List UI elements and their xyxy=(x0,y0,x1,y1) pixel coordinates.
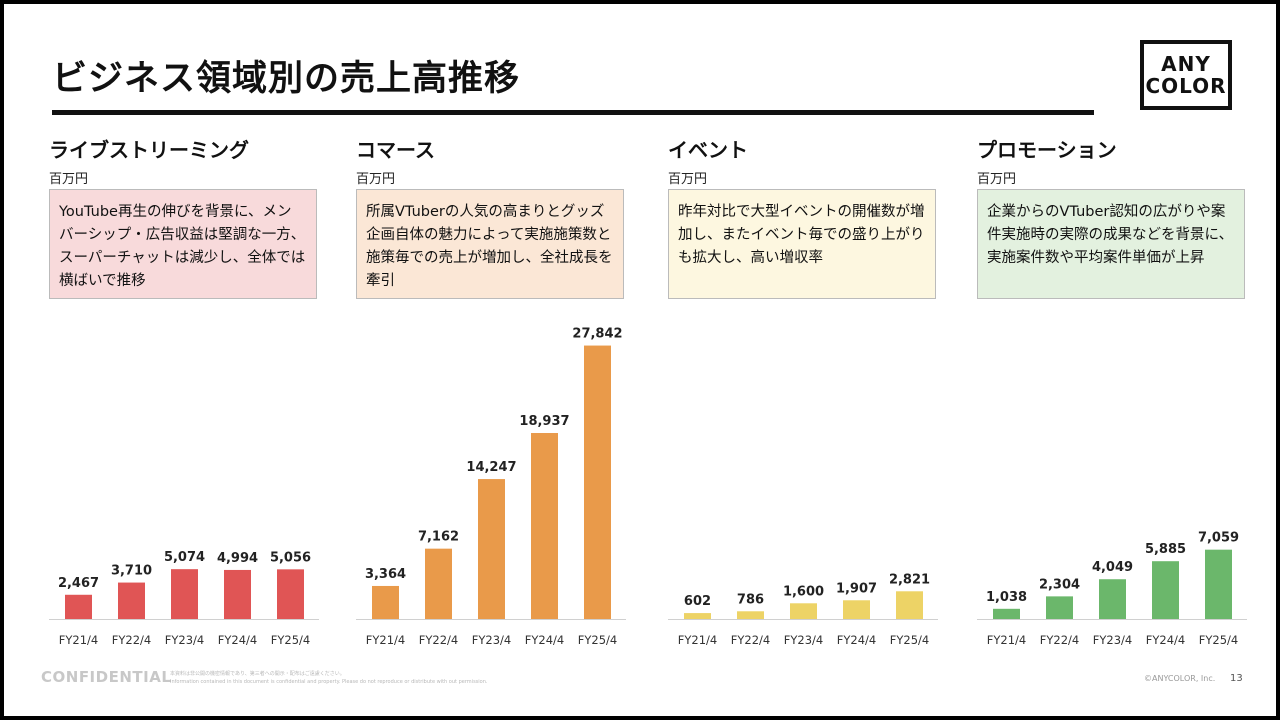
x-tick-label: FY23/4 xyxy=(784,633,823,647)
section-unit: 百万円 xyxy=(668,172,708,187)
section-unit: 百万円 xyxy=(49,172,89,187)
x-tick-label: FY22/4 xyxy=(112,633,151,647)
x-tick-label: FY21/4 xyxy=(987,633,1026,647)
x-tick-label: FY25/4 xyxy=(1199,633,1238,647)
x-tick-label: FY21/4 xyxy=(366,633,405,647)
bar-value-label: 18,937 xyxy=(519,414,569,429)
bar-value-label: 3,364 xyxy=(365,567,406,582)
section-title: プロモーション xyxy=(977,138,1117,162)
bar-value-label: 602 xyxy=(684,594,711,609)
x-tick-label: FY23/4 xyxy=(472,633,511,647)
section-commerce: コマース 百万円 所属VTuberの人気の高まりとグッズ企画自体の魅力によって実… xyxy=(356,132,626,662)
x-tick-label: FY25/4 xyxy=(578,633,617,647)
bar-value-label: 2,467 xyxy=(58,576,99,591)
confidential-notice-en: Information contained in this document i… xyxy=(170,679,488,685)
bar-fy23-4 xyxy=(478,479,505,619)
bar-value-label: 4,049 xyxy=(1092,560,1133,575)
section-title: ライブストリーミング xyxy=(49,138,249,162)
bar-fy22-4 xyxy=(118,582,145,619)
bar-value-label: 5,074 xyxy=(164,550,205,565)
x-tick-label: FY25/4 xyxy=(271,633,310,647)
x-tick-label: FY23/4 xyxy=(165,633,204,647)
bar-fy23-4 xyxy=(1099,579,1126,619)
bar-fy21-4 xyxy=(65,594,92,619)
bar-fy25-4 xyxy=(584,345,611,619)
bar-value-label: 5,056 xyxy=(270,550,311,565)
section-event: イベント 百万円 昨年対比で大型イベントの開催数が増加し、またイベント毎での盛り… xyxy=(668,132,938,662)
bar-value-label: 1,038 xyxy=(986,590,1027,605)
bar-fy24-4 xyxy=(843,600,870,619)
bar-value-label: 7,162 xyxy=(418,530,459,545)
section-unit: 百万円 xyxy=(356,172,396,187)
section-title: イベント xyxy=(668,138,748,162)
bar-fy25-4 xyxy=(896,591,923,619)
confidential-label: CONFIDENTIAL xyxy=(41,668,172,686)
bar-chart-event: 602 FY21/4 786 FY22/4 1,600 FY23/4 1,907 FY24/4… xyxy=(668,572,938,647)
copyright: ©ANYCOLOR, Inc. xyxy=(1144,674,1216,683)
x-tick-label: FY25/4 xyxy=(890,633,929,647)
x-tick-label: FY24/4 xyxy=(837,633,876,647)
bar-fy25-4 xyxy=(1205,549,1232,619)
bar-fy24-4 xyxy=(1152,561,1179,619)
logo-line-2: COLOR xyxy=(1145,74,1227,98)
bar-value-label: 5,885 xyxy=(1145,542,1186,557)
bar-value-label: 1,907 xyxy=(836,581,877,596)
bar-fy21-4 xyxy=(684,613,711,619)
bar-value-label: 14,247 xyxy=(466,460,516,475)
bar-fy21-4 xyxy=(993,608,1020,619)
bar-fy22-4 xyxy=(737,611,764,619)
x-tick-label: FY21/4 xyxy=(678,633,717,647)
section-description-box: 所属VTuberの人気の高まりとグッズ企画自体の魅力によって実施施策数と施策毎で… xyxy=(356,189,624,299)
bar-fy25-4 xyxy=(277,569,304,619)
x-tick-label: FY22/4 xyxy=(1040,633,1079,647)
section-title: コマース xyxy=(356,138,435,162)
bar-value-label: 1,600 xyxy=(783,584,824,599)
bar-fy21-4 xyxy=(372,585,399,619)
bar-fy22-4 xyxy=(1046,596,1073,619)
bar-fy23-4 xyxy=(790,603,817,619)
logo-line-1: ANY xyxy=(1161,52,1211,76)
bar-value-label: 2,821 xyxy=(889,572,930,587)
page-number: 13 xyxy=(1230,673,1243,684)
bar-fy22-4 xyxy=(425,548,452,619)
section-description-box: 昨年対比で大型イベントの開催数が増加し、またイベント毎での盛り上がりも拡大し、高… xyxy=(668,189,936,299)
anycolor-logo: ANY COLOR xyxy=(1140,40,1232,110)
section-description-box: 企業からのVTuber認知の広がりや案件実施時の実際の成果などを背景に、実施案件… xyxy=(977,189,1245,299)
x-tick-label: FY22/4 xyxy=(731,633,770,647)
bar-fy24-4 xyxy=(531,433,558,619)
section-unit: 百万円 xyxy=(977,172,1017,187)
bar-chart-promotion: 1,038 FY21/4 2,304 FY22/4 4,049 FY23/4 5,885 FY… xyxy=(977,531,1247,647)
bar-chart-live-streaming: 2,467 FY21/4 3,710 FY22/4 5,074 FY23/4 4,994 FY… xyxy=(49,550,319,647)
bar-fy23-4 xyxy=(171,569,198,619)
page-title: ビジネス領域別の売上高推移 xyxy=(52,59,521,99)
section-description-box: YouTube再生の伸びを背景に、メンバーシップ・広告収益は堅調な一方、スーパー… xyxy=(49,189,317,299)
x-tick-label: FY24/4 xyxy=(1146,633,1185,647)
bar-value-label: 3,710 xyxy=(111,564,152,579)
bar-value-label: 4,994 xyxy=(217,551,258,566)
bar-fy24-4 xyxy=(224,569,251,619)
section-live-streaming: ライブストリーミング 百万円 YouTube再生の伸びを背景に、メンバーシップ・… xyxy=(49,132,319,662)
x-tick-label: FY22/4 xyxy=(419,633,458,647)
x-tick-label: FY24/4 xyxy=(218,633,257,647)
x-tick-label: FY21/4 xyxy=(59,633,98,647)
section-promotion: プロモーション 百万円 企業からのVTuber認知の広がりや案件実施時の実際の成… xyxy=(977,132,1247,662)
bar-value-label: 27,842 xyxy=(572,327,622,342)
x-tick-label: FY24/4 xyxy=(525,633,564,647)
bar-chart-commerce: 3,364 FY21/4 7,162 FY22/4 14,247 FY23/4 18,937… xyxy=(356,327,626,647)
bar-value-label: 786 xyxy=(737,592,764,607)
bar-value-label: 2,304 xyxy=(1039,577,1080,592)
confidential-notice-jp: 本資料は非公開の機密情報であり、第三者への開示・配布はご遠慮ください。 xyxy=(170,671,345,677)
bar-value-label: 7,059 xyxy=(1198,531,1239,546)
x-tick-label: FY23/4 xyxy=(1093,633,1132,647)
title-underline xyxy=(52,110,1094,115)
slide: ビジネス領域別の売上高推移 ANY COLOR ライブストリーミング 百万円 Y… xyxy=(4,4,1276,716)
